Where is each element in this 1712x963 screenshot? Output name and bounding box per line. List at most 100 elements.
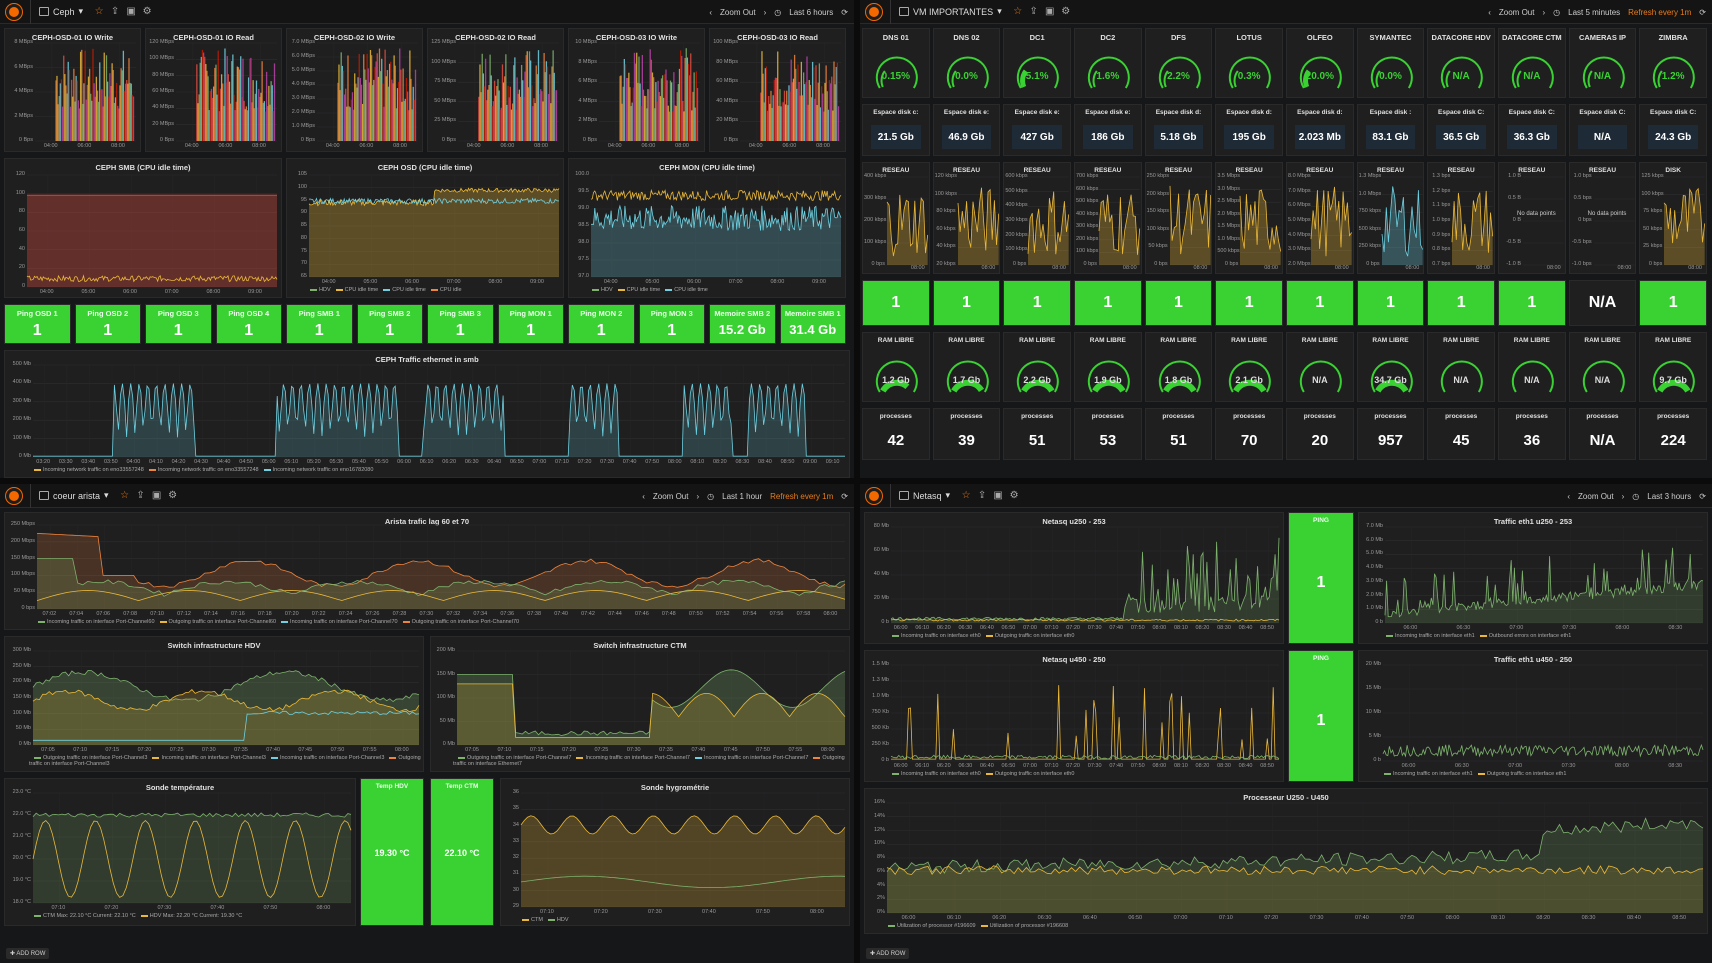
stat-2[interactable]: Ping OSD 3 1 [145,304,212,344]
legend-item[interactable]: Outgoing traffic on interface Ethernet7 [453,755,845,767]
panel-title[interactable]: RESEAU [1094,167,1122,174]
dashboard-picker[interactable]: Ceph ▾ [30,0,91,24]
cpu-gauge-2[interactable]: DC1 5.1% [1003,28,1071,98]
legend-item[interactable]: Incoming traffic on interface eth1 [1395,633,1475,639]
io-panel-3[interactable]: CEPH-OSD-02 IO Read 125 MBps 100 MBps 75 MB… [427,28,564,152]
legend-item[interactable]: HDV [556,917,569,923]
ceph-traffic-panel[interactable]: CEPH Traffic ethernet in smb 500 Mb 400 Mb… [4,350,850,478]
graph-canvas[interactable] [428,29,564,152]
ping-stat-0[interactable]: 1 [862,280,930,326]
panel-title[interactable]: CAMERAS IP [1578,33,1627,42]
share-icon[interactable]: ⇪ [110,6,120,17]
ram-gauge-5[interactable]: RAM LIBRE 2.1 Gb [1215,332,1283,402]
panel-title[interactable]: Ping SMB 1 [298,309,340,318]
graph-canvas[interactable] [1075,163,1142,274]
disk-stat-8[interactable]: Espace disk C: 36.5 Gb [1427,104,1495,156]
graph-canvas[interactable] [5,159,282,298]
net-graph-7[interactable]: RESEAU 1.3 Mbps 1.0 Mbps 750 kbps 500 kbps 25… [1356,162,1425,274]
legend-item[interactable]: Utilization of processor #196608 [989,923,1069,929]
panel-title[interactable]: Espace disk e: [943,109,990,116]
legend-item[interactable]: CPU idle time [626,287,661,293]
ping-stat-6[interactable]: 1 [1286,280,1354,326]
panel-title[interactable]: Processeur U250 - U450 [1243,793,1329,802]
panel-title[interactable]: processes [1162,413,1195,420]
net-graph-0[interactable]: RESEAU 400 kbps 300 kbps 200 kbps 100 kbps 0 … [862,162,930,274]
ram-gauge-2[interactable]: RAM LIBRE 2.2 Gb [1003,332,1071,402]
legend-item[interactable]: Outgoing traffic on interface Port-Chann… [467,755,572,761]
cpu-gauge-9[interactable]: DATACORE CTM N/A [1498,28,1566,98]
panel-title[interactable]: RESEAU [1447,167,1475,174]
net-graph-2[interactable]: RESEAU 600 kbps 500 kbps 400 kbps 300 kbps 20… [1003,162,1071,274]
share-icon[interactable]: ⇪ [1029,6,1038,17]
legend-item[interactable]: Incoming network traffic on eno33557248 [157,467,259,473]
panel-title[interactable]: Espace disk d: [1155,109,1202,116]
panel-title[interactable]: RAM LIBRE [1160,337,1197,344]
panel-title[interactable]: processes [950,413,983,420]
legend-item[interactable]: Incoming traffic on interface eth0 [901,633,981,639]
panel-title[interactable]: RESEAU [1376,167,1405,174]
legend-item[interactable]: Outgoing traffic on interface eth0 [994,633,1075,639]
legend-item[interactable]: CPU idle time [344,287,379,293]
temp-ctm-stat[interactable]: Temp CTM 22.10 °C [430,778,494,926]
star-icon[interactable]: ☆ [120,490,130,501]
panel-title[interactable]: OLFEO [1306,33,1333,42]
graph-canvas[interactable] [1359,651,1708,782]
processes-stat-10[interactable]: processes N/A [1568,408,1637,460]
io-panel-1[interactable]: CEPH-OSD-01 IO Read 120 MBps 100 MBps 80 MB… [145,28,282,152]
panel-title[interactable]: RESEAU [882,167,910,174]
panel-title[interactable]: Temp CTM [445,783,479,790]
panel-title[interactable]: Netasq u450 - 250 [1042,655,1106,664]
ping-stat-7[interactable]: 1 [1356,280,1425,326]
processes-stat-3[interactable]: processes 53 [1074,408,1142,460]
disk-stat-7[interactable]: Espace disk : 83.1 Gb [1356,104,1425,156]
ram-gauge-8[interactable]: RAM LIBRE N/A [1427,332,1495,402]
cpu-gauge-1[interactable]: DNS 02 0.0% [932,28,1001,98]
panel-title[interactable]: Sonde hygrométrie [640,783,710,792]
refresh-interval[interactable]: Refresh every 1m [770,491,834,501]
panel-title[interactable]: RAM LIBRE [1301,337,1338,344]
refresh-icon[interactable]: ⟳ [841,491,848,501]
zoom-next-icon[interactable]: › [763,7,767,17]
dashboard-picker[interactable]: Netasq ▾ [890,484,958,508]
panel-title[interactable]: DATACORE HDV [1431,33,1491,42]
panel-title[interactable]: processes [1303,413,1336,420]
legend-item[interactable]: Outgoing traffic on interface eth1 [1486,771,1567,777]
panel-title[interactable]: SYMANTEC [1369,33,1412,42]
graph-canvas[interactable] [863,163,930,274]
panel-title[interactable]: RESEAU [1235,167,1263,174]
panel-title[interactable]: Memoire SMB 2 [714,309,771,318]
graph-canvas[interactable] [865,513,1284,644]
disk-stat-0[interactable]: Espace disk c: 21.5 Gb [862,104,930,156]
ram-gauge-11[interactable]: RAM LIBRE 9.7 Gb [1639,332,1707,402]
panel-title[interactable]: LOTUS [1236,33,1262,42]
panel-title[interactable]: PING [1313,655,1329,662]
ping-stat-3[interactable]: 1 [1074,280,1142,326]
graph-canvas[interactable] [865,651,1284,782]
panel-title[interactable]: Espace disk e: [1085,109,1131,116]
refresh-icon[interactable]: ⟳ [1699,491,1706,501]
cpu-gauge-0[interactable]: DNS 01 0.15% [862,28,930,98]
panel-title[interactable]: RESEAU [1518,167,1546,174]
time-range-picker[interactable]: Last 5 minutes [1568,7,1621,17]
panel-title[interactable]: RAM LIBRE [1584,337,1621,344]
star-icon[interactable]: ☆ [94,6,104,17]
legend-item[interactable]: Utilization of processor #196609 [897,923,976,929]
panel-title[interactable]: Espace disk d: [1297,109,1343,116]
graph-canvas[interactable] [1216,163,1283,274]
cpu-gauge-11[interactable]: ZIMBRA 1.2% [1639,28,1707,98]
graph-canvas[interactable] [5,637,424,772]
star-icon[interactable]: ☆ [1013,6,1023,17]
panel-title[interactable]: Espace disk C: [1579,109,1626,116]
save-icon[interactable]: ▣ [126,6,136,17]
panel-title[interactable]: DFS [1170,33,1186,42]
stat-0[interactable]: Ping OSD 1 1 [4,304,71,344]
stat-5[interactable]: Ping SMB 2 1 [356,304,423,344]
panel-title[interactable]: CEPH Traffic ethernet in smb [375,355,479,364]
panel-title[interactable]: Ping OSD 1 [16,309,58,318]
panel-title[interactable]: Ping MON 2 [580,309,623,318]
cpu-panel-1[interactable]: CEPH OSD (CPU idle time) 105 100 95 90 85 80 75… [286,158,564,298]
legend-item[interactable]: HDV [601,287,613,293]
panel-title[interactable]: RAM LIBRE [1443,337,1480,344]
panel-title[interactable]: Ping OSD 3 [157,309,199,318]
processes-stat-11[interactable]: processes 224 [1639,408,1707,460]
